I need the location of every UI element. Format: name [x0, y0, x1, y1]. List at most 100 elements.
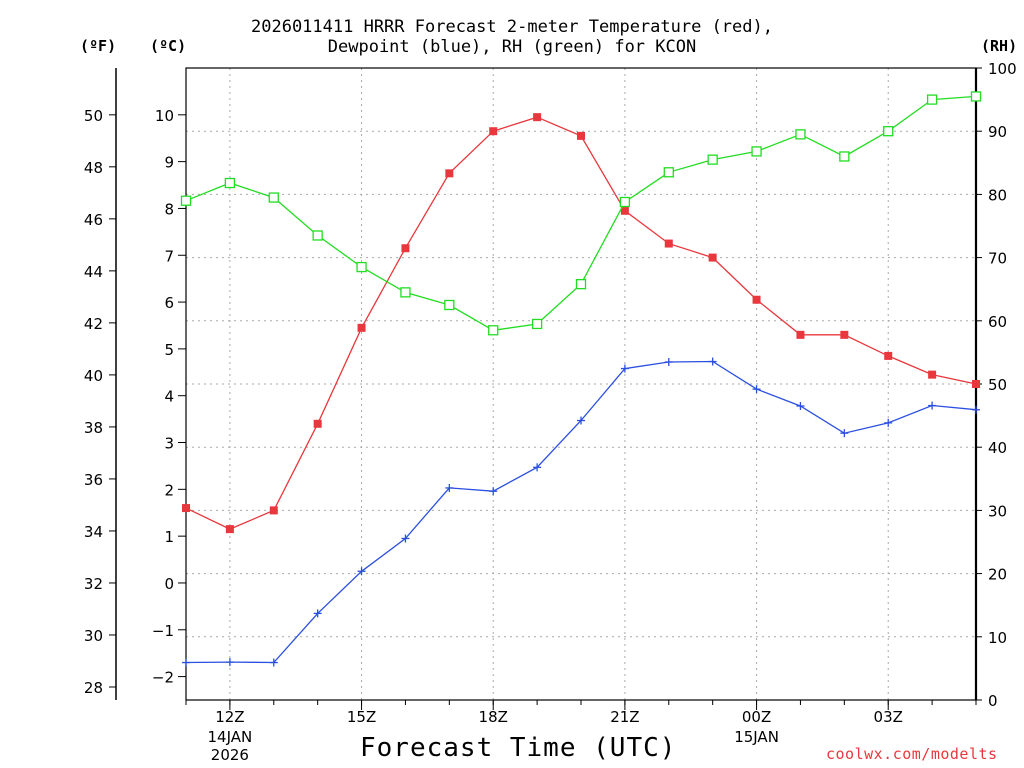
celsius-tick-label: 5 [164, 341, 174, 359]
celsius-tick-label: 4 [164, 388, 174, 406]
dewpoint-point [620, 364, 629, 373]
temperature-series-line [185, 116, 977, 530]
rh-point [224, 177, 236, 189]
dewpoint-point [972, 405, 980, 414]
x-date-label: 14JAN [208, 728, 253, 746]
celsius-tick-label: 1 [164, 528, 174, 546]
rh-tick-label: 80 [988, 186, 1007, 204]
dewpoint-point [752, 385, 761, 394]
celsius-tick-label: 7 [164, 247, 174, 265]
x-tick-label: 18Z [479, 708, 508, 726]
rh-point [663, 167, 674, 178]
dewpoint-point [840, 429, 849, 438]
celsius-tick-label: −2 [152, 669, 174, 687]
celsius-tick-label: 3 [164, 435, 174, 453]
chart-title-line-1: 2026011411 HRRR Forecast 2-meter Tempera… [251, 17, 773, 37]
dewpoint-point [445, 483, 454, 492]
dewpoint-point [664, 357, 673, 366]
rh-axis-unit: (RH) [981, 37, 1018, 55]
rh-point [356, 261, 367, 273]
rh-series-line [185, 95, 977, 331]
fahrenheit-tick-label: 50 [84, 107, 103, 125]
temperature-point [796, 330, 805, 339]
rh-tick-label: 30 [988, 502, 1007, 520]
rh-tick-label: 60 [988, 313, 1007, 331]
x-tick-label: 03Z [874, 708, 903, 726]
rh-point [180, 195, 192, 206]
x-date-label: 15JAN [734, 728, 779, 746]
celsius-axis-unit: (ºC) [150, 37, 187, 55]
fahrenheit-tick-label: 38 [84, 419, 103, 437]
fahrenheit-tick-label: 32 [84, 575, 103, 593]
temperature-point [445, 169, 454, 178]
temperature-point [225, 525, 234, 534]
rh-tick-label: 70 [988, 250, 1007, 268]
rh-point [400, 287, 411, 298]
dewpoint-point [269, 658, 278, 667]
dewpoint-point [884, 418, 893, 427]
dewpoint-point [357, 567, 366, 576]
temperature-point [577, 131, 585, 140]
x-tick-label: 15Z [347, 708, 376, 726]
series-layer [180, 91, 982, 667]
celsius-tick-label: 2 [164, 481, 174, 499]
rh-tick-label: 90 [988, 123, 1007, 141]
temperature-point [620, 206, 629, 215]
temperature-point [313, 419, 322, 428]
celsius-tick-label: 8 [164, 200, 174, 218]
celsius-tick-label: 0 [164, 575, 174, 593]
dewpoint-point [401, 534, 410, 543]
rh-tick-label: 50 [988, 376, 1007, 394]
x-tick-label: 21Z [610, 708, 639, 726]
dewpoint-point [533, 463, 542, 472]
celsius-tick-label: −1 [152, 622, 174, 640]
dewpoint-point [577, 416, 585, 425]
grid-layer [186, 68, 976, 700]
dewpoint-point [489, 487, 498, 496]
x-tick-label: 00Z [742, 708, 771, 726]
rh-point [444, 299, 455, 311]
x-tick-label: 12Z [215, 708, 244, 726]
rh-point [312, 230, 323, 241]
fahrenheit-tick-label: 34 [84, 523, 103, 541]
temperature-point [489, 127, 498, 136]
dewpoint-point [928, 401, 937, 410]
fahrenheit-tick-label: 30 [84, 627, 103, 645]
rh-point [575, 278, 587, 290]
temperature-point [708, 253, 717, 262]
x-axis-title: Forecast Time (UTC) [360, 733, 677, 763]
dewpoint-point [225, 658, 234, 667]
fahrenheit-tick-label: 44 [84, 263, 103, 281]
rh-point [751, 146, 762, 157]
fahrenheit-tick-label: 48 [84, 159, 103, 177]
rh-point [795, 129, 806, 140]
dewpoint-series-line [185, 360, 977, 664]
dewpoint-point [796, 402, 805, 411]
celsius-tick-label: 10 [155, 107, 174, 125]
rh-point [619, 196, 631, 208]
rh-point [488, 325, 499, 336]
rh-point [268, 192, 279, 203]
rh-tick-label: 0 [988, 692, 998, 710]
temperature-point [357, 323, 366, 332]
temperature-point [884, 351, 893, 360]
source-credit: coolwx.com/modelts [826, 745, 998, 763]
temperature-point [840, 330, 849, 339]
dewpoint-point [313, 609, 322, 618]
fahrenheit-tick-label: 46 [84, 211, 103, 229]
rh-point [839, 151, 850, 162]
rh-tick-label: 40 [988, 439, 1007, 457]
fahrenheit-axis-unit: (ºF) [80, 37, 117, 55]
plot-frame [185, 67, 977, 701]
temperature-point [533, 113, 542, 122]
temperature-point [928, 370, 937, 379]
fahrenheit-tick-label: 28 [84, 679, 103, 697]
rh-point [707, 154, 718, 165]
rh-tick-label: 10 [988, 629, 1007, 647]
celsius-tick-label: 6 [164, 294, 174, 312]
rh-point [970, 91, 982, 102]
rh-point [926, 94, 938, 105]
temperature-point [752, 295, 761, 304]
fahrenheit-tick-label: 42 [84, 315, 103, 333]
